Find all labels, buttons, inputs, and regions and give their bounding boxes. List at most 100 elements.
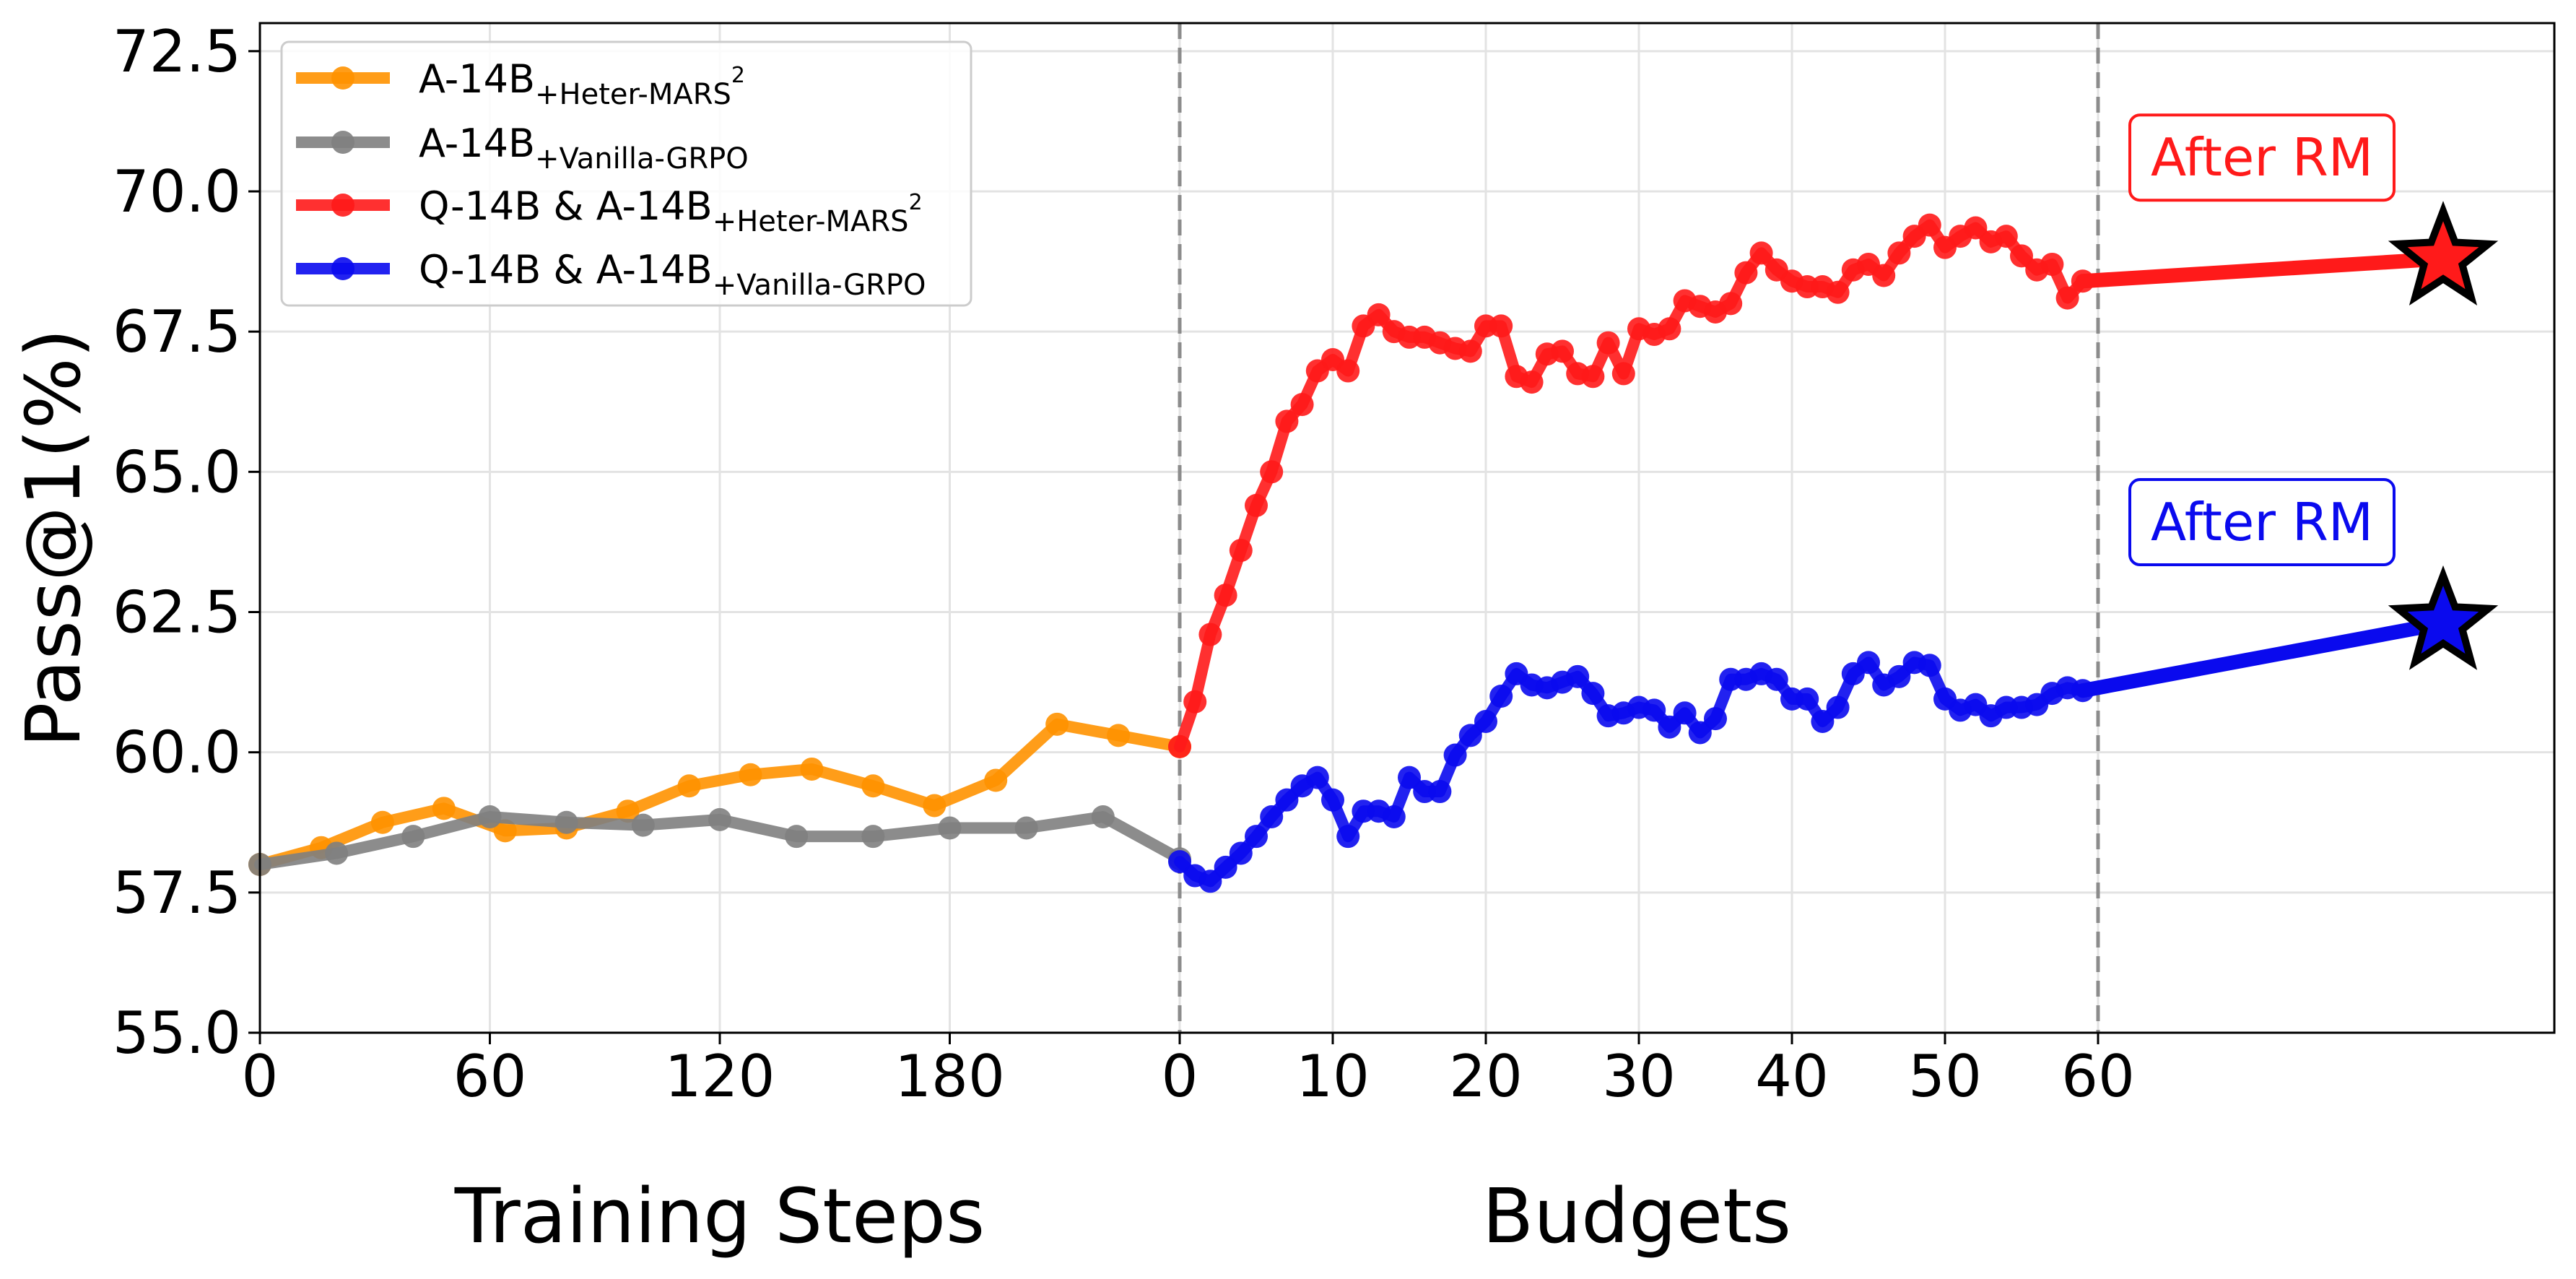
legend: A-14B+Heter-MARS2A-14B+Vanilla-GRPOQ-14B…: [280, 40, 972, 307]
data-point: [1275, 409, 1299, 433]
data-point: [1857, 651, 1880, 675]
legend-label: A-14B+Vanilla-GRPO: [419, 121, 749, 175]
x-tick-label-budgets: 30: [1602, 1043, 1676, 1110]
legend-entry: Q-14B & A-14B+Heter-MARS2: [296, 183, 923, 238]
legend-entry: Q-14B & A-14B+Vanilla-GRPO: [296, 247, 926, 302]
y-tick-label: 57.5: [113, 859, 241, 927]
data-point: [800, 757, 824, 781]
data-point: [861, 825, 885, 849]
x-tick-label-training-steps: 120: [665, 1043, 775, 1110]
legend-label-subscript: +Heter-MARS: [713, 205, 909, 238]
x-tick-label-budgets: 40: [1755, 1043, 1829, 1110]
data-point: [1734, 261, 1758, 285]
data-point: [616, 799, 640, 823]
legend-box: [280, 40, 972, 307]
x-tick-label-budgets: 10: [1296, 1043, 1370, 1110]
data-point: [2040, 252, 2064, 276]
data-point: [1658, 317, 1681, 341]
data-point: [370, 810, 394, 834]
data-point: [1229, 841, 1253, 865]
data-point: [1673, 701, 1697, 725]
after-rm-markers: [2075, 201, 2499, 698]
data-point: [1336, 359, 1360, 383]
after-rm-label: After RM: [2151, 127, 2373, 188]
after-rm-label: After RM: [2151, 492, 2373, 552]
after-rm-annotations: After RM After RM: [2128, 113, 2396, 567]
data-point: [708, 807, 731, 831]
data-point: [1811, 709, 1835, 733]
legend-label-main: Q-14B & A-14B: [419, 183, 713, 229]
data-point: [1458, 339, 1482, 363]
star-icon: [2388, 565, 2499, 670]
legend-label-main: Q-14B & A-14B: [419, 247, 713, 292]
data-point: [1719, 292, 1743, 316]
data-point: [554, 810, 578, 834]
legend-entry: A-14B+Vanilla-GRPO: [296, 121, 749, 175]
data-point: [677, 774, 701, 798]
legend-swatch-marker: [331, 194, 354, 217]
legend-label-subscript: +Vanilla-GRPO: [535, 142, 749, 175]
data-point: [493, 819, 517, 843]
data-point: [923, 794, 947, 818]
data-point: [1611, 362, 1635, 386]
x-tick-label-budgets: 60: [2061, 1043, 2135, 1110]
x-tick-label-training-steps: 180: [895, 1043, 1005, 1110]
data-point: [1489, 685, 1513, 708]
data-point: [1214, 855, 1237, 879]
data-point: [1183, 690, 1207, 714]
data-point: [1245, 825, 1268, 849]
data-point: [1260, 460, 1284, 484]
data-point: [1245, 493, 1268, 517]
data-point: [1688, 721, 1712, 745]
legend-entries: A-14B+Heter-MARS2A-14B+Vanilla-GRPOQ-14B…: [296, 56, 926, 302]
data-point: [1887, 241, 1911, 265]
data-point: [1658, 715, 1681, 739]
data-point: [861, 774, 885, 798]
legend-label: A-14B+Heter-MARS2: [419, 56, 745, 111]
data-point: [1474, 709, 1497, 733]
x-axis-label-budgets: Budgets: [1482, 1172, 1791, 1260]
data-point: [1336, 825, 1360, 849]
data-point: [1107, 724, 1131, 747]
data-point: [1321, 788, 1344, 812]
legend-label-main: A-14B: [419, 56, 535, 102]
data-point: [1520, 370, 1544, 394]
after-rm-line: [2075, 251, 2450, 289]
series-lines: [248, 213, 2094, 893]
x-tick-label-budgets: 0: [1162, 1043, 1198, 1110]
legend-swatch-marker: [331, 131, 354, 154]
data-point: [1382, 805, 1406, 828]
legend-label-superscript: 2: [909, 190, 923, 215]
data-point: [1229, 539, 1253, 563]
legend-label-subscript: +Vanilla-GRPO: [713, 269, 926, 302]
data-point: [1581, 682, 1605, 706]
legend-swatch-marker: [331, 66, 354, 90]
data-point: [1994, 225, 2018, 248]
y-tick-label: 60.0: [113, 719, 241, 786]
data-point: [1918, 654, 1941, 677]
data-point: [1305, 766, 1329, 789]
data-point: [325, 841, 349, 865]
series-line: [1174, 219, 2089, 753]
x-tick-label-training-steps: 60: [453, 1043, 527, 1110]
y-tick-label: 62.5: [113, 579, 241, 646]
data-point: [1872, 264, 1896, 287]
data-point: [1964, 216, 1988, 240]
y-axis-label: Pass@1(%): [9, 329, 97, 747]
data-point: [2055, 286, 2079, 310]
series-2: [1168, 213, 2094, 758]
data-point: [1826, 280, 1850, 304]
data-point: [631, 813, 655, 837]
data-point: [1704, 707, 1727, 731]
data-point: [1458, 724, 1482, 747]
y-tick-label: 67.5: [113, 298, 241, 365]
data-point: [1398, 766, 1421, 789]
data-point: [1198, 870, 1222, 893]
data-point: [1091, 805, 1115, 828]
data-point: [1045, 712, 1069, 736]
data-point: [1198, 623, 1222, 646]
x-tick-label-budgets: 50: [1908, 1043, 1982, 1110]
x-axis-label-training-steps: Training Steps: [454, 1172, 985, 1260]
legend-entry: A-14B+Heter-MARS2: [296, 56, 745, 111]
y-tick-label: 72.5: [113, 18, 241, 85]
